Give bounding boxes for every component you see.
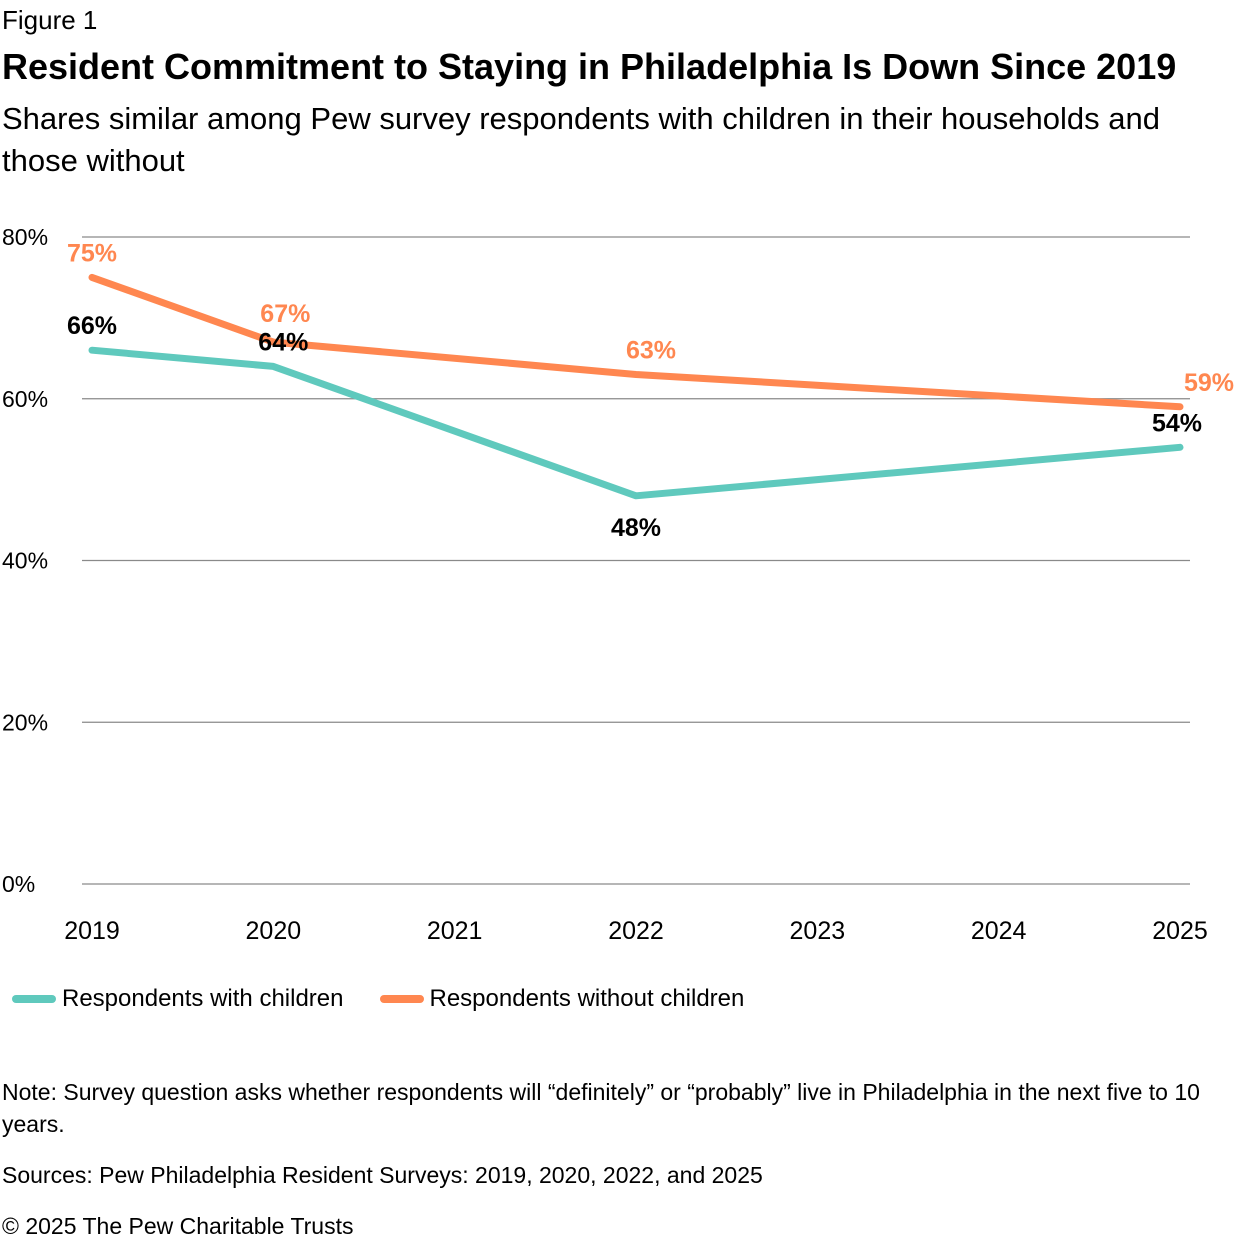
chart-subtitle: Shares similar among Pew survey responde…	[2, 101, 1160, 178]
data-label-without-children-2019: 75%	[67, 239, 117, 267]
data-label-without-children-2025: 59%	[1184, 369, 1234, 397]
legend-item-without-children: Respondents without children	[379, 985, 745, 1013]
legend: Respondents with children Respondents wi…	[12, 982, 780, 1016]
series-line-without-children	[88, 273, 1184, 411]
data-label-without-children-2020: 67%	[260, 300, 310, 328]
data-label-without-children-2022: 63%	[626, 336, 676, 364]
chart-note: Note: Survey question asks whether respo…	[2, 1079, 1200, 1137]
chart-title: Resident Commitment to Staying in Philad…	[2, 46, 1177, 87]
x-tick-label-2024: 2024	[971, 917, 1027, 945]
x-tick-label-2022: 2022	[608, 917, 664, 945]
y-tick-label-0: 0%	[2, 871, 35, 897]
x-tick-label-2019: 2019	[64, 917, 120, 945]
y-tick-label-80: 80%	[2, 224, 48, 250]
legend-swatch-without-children	[379, 995, 424, 1003]
gridlines	[82, 236, 1190, 885]
data-label-with-children-2022: 48%	[611, 514, 661, 542]
figure-label: Figure 1	[2, 5, 98, 35]
x-tick-label-2021: 2021	[427, 917, 483, 945]
legend-label-without-children: Respondents without children	[429, 985, 745, 1012]
y-tick-label-20: 20%	[2, 709, 48, 735]
data-label-with-children-2020: 64%	[258, 328, 308, 356]
legend-item-with-children: Respondents with children	[12, 985, 344, 1013]
y-axis-ticks: 0% 20% 40% 60% 80%	[2, 224, 48, 897]
data-label-with-children-2019: 66%	[67, 312, 117, 340]
series-line-with-children	[88, 346, 1184, 500]
chart-sources: Sources: Pew Philadelphia Resident Surve…	[2, 1162, 763, 1188]
x-tick-label-2020: 2020	[246, 917, 302, 945]
x-tick-label-2025: 2025	[1152, 917, 1208, 945]
data-label-with-children-2025: 54%	[1152, 409, 1202, 437]
data-labels: 66% 64% 48% 54% 75% 67% 63% 59%	[67, 239, 1234, 541]
series-lines	[88, 273, 1184, 500]
x-axis-ticks: 2019 2020 2021 2022 2023 2024 2025	[64, 917, 1208, 945]
copyright: © 2025 The Pew Charitable Trusts	[2, 1213, 354, 1239]
x-tick-label-2023: 2023	[790, 917, 846, 945]
legend-swatch-with-children	[12, 995, 56, 1003]
y-tick-label-40: 40%	[2, 548, 48, 574]
y-tick-label-60: 60%	[2, 386, 48, 412]
legend-label-with-children: Respondents with children	[62, 985, 344, 1012]
